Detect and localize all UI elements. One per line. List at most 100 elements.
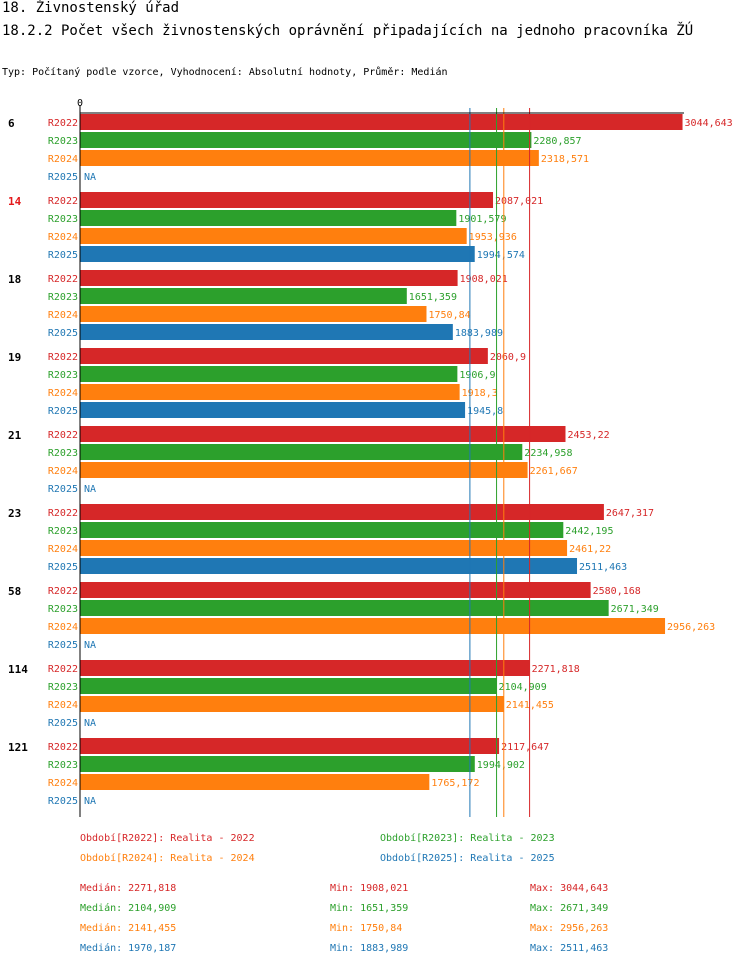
legend-median-R2025: Medián: 1970,187	[80, 943, 177, 954]
na-label: NA	[84, 172, 96, 183]
series-label: R2023	[48, 214, 78, 225]
legend-max-R2025: Max: 2511,463	[530, 943, 609, 954]
series-label: R2024	[48, 466, 78, 477]
bar-R2023	[80, 756, 475, 772]
value-label: 1908,021	[460, 274, 508, 285]
group-label: 114	[8, 663, 28, 676]
series-label: R2024	[48, 310, 78, 321]
series-label: R2024	[48, 622, 78, 633]
value-label: 2647,317	[606, 508, 654, 519]
bar-R2025	[80, 324, 453, 340]
bar-R2024	[80, 228, 467, 244]
legend-median-R2023: Medián: 2104,909	[80, 903, 177, 914]
series-label: R2023	[48, 292, 78, 303]
legend-min-R2023: Min: 1651,359	[330, 903, 409, 914]
series-label: R2025	[48, 406, 78, 417]
group-label: 58	[8, 585, 21, 598]
bar-R2022	[80, 504, 604, 520]
value-label: 2461,22	[569, 544, 611, 555]
value-label: 1918,3	[462, 388, 498, 399]
series-label: R2025	[48, 172, 78, 183]
series-label: R2023	[48, 136, 78, 147]
legend-period-R2023: Období[R2023]: Realita - 2023	[380, 833, 555, 844]
series-label: R2024	[48, 544, 78, 555]
series-label: R2023	[48, 370, 78, 381]
value-label: 2117,647	[501, 742, 549, 753]
bar-R2025	[80, 246, 475, 262]
value-label: 1883,989	[455, 328, 503, 339]
series-label: R2022	[48, 196, 78, 207]
group-label: 19	[8, 351, 21, 364]
value-label: 1765,172	[431, 778, 479, 789]
x-tick-label: 0	[77, 98, 83, 109]
bar-R2024	[80, 540, 568, 556]
value-label: 2442,195	[565, 526, 613, 537]
series-label: R2024	[48, 232, 78, 243]
chart-type-line: Typ: Počítaný podle vzorce, Vyhodnocení:…	[2, 67, 448, 78]
bar-R2022	[80, 348, 488, 364]
na-label: NA	[84, 484, 96, 495]
value-label: 1994,574	[477, 250, 525, 261]
bar-R2022	[80, 660, 530, 676]
bar-R2024	[80, 774, 430, 790]
series-label: R2022	[48, 274, 78, 285]
group-label: 14	[8, 195, 22, 208]
legend-min-R2025: Min: 1883,989	[330, 943, 409, 954]
value-label: 2511,463	[579, 562, 627, 573]
value-label: 2318,571	[541, 154, 589, 165]
bar-chart: 0 6 R2022 3044,643 R2023 2280,857 R2024 2318,57…	[8, 98, 733, 817]
group-label: 121	[8, 741, 28, 754]
value-label: 1651,359	[409, 292, 457, 303]
value-label: 2280,857	[533, 136, 581, 147]
na-label: NA	[84, 718, 96, 729]
legend-min-R2024: Min: 1750,84	[330, 923, 403, 934]
value-label: 1945,8	[467, 406, 503, 417]
series-label: R2025	[48, 640, 78, 651]
bar-R2025	[80, 558, 578, 574]
series-label: R2025	[48, 718, 78, 729]
legend-max-R2024: Max: 2956,263	[530, 923, 609, 934]
series-label: R2025	[48, 796, 78, 807]
series-label: R2023	[48, 448, 78, 459]
value-label: 1901,579	[458, 214, 506, 225]
series-label: R2022	[48, 430, 78, 441]
bar-R2024	[80, 306, 427, 322]
na-label: NA	[84, 796, 96, 807]
series-label: R2025	[48, 484, 78, 495]
series-label: R2025	[48, 250, 78, 261]
bar-R2023	[80, 678, 497, 694]
value-label: 2956,263	[667, 622, 715, 633]
bar-R2024	[80, 696, 504, 712]
series-label: R2025	[48, 328, 78, 339]
bar-R2022	[80, 426, 566, 442]
series-label: R2022	[48, 352, 78, 363]
series-label: R2022	[48, 664, 78, 675]
legend-period-R2024: Období[R2024]: Realita - 2024	[80, 853, 255, 864]
value-label: 2104,909	[499, 682, 547, 693]
series-label: R2023	[48, 682, 78, 693]
value-label: 2261,667	[530, 466, 578, 477]
series-label: R2023	[48, 760, 78, 771]
bar-R2023	[80, 522, 564, 538]
legend-median-R2024: Medián: 2141,455	[80, 923, 177, 934]
value-label: 2087,021	[495, 196, 543, 207]
page-title: 18. Živnostenský úřad	[2, 0, 180, 16]
series-label: R2024	[48, 700, 78, 711]
bar-R2024	[80, 384, 460, 400]
legend-period-R2022: Období[R2022]: Realita - 2022	[80, 833, 255, 844]
series-label: R2024	[48, 388, 78, 399]
series-label: R2023	[48, 604, 78, 615]
bar-R2022	[80, 738, 500, 754]
bar-R2022	[80, 114, 683, 130]
bar-R2022	[80, 270, 458, 286]
legend-median-R2022: Medián: 2271,818	[80, 883, 177, 894]
bar-R2022	[80, 582, 591, 598]
bar-R2024	[80, 150, 539, 166]
series-label: R2024	[48, 778, 78, 789]
chart-subtitle: 18.2.2 Počet všech živnostenských oprávn…	[2, 23, 694, 39]
bar-R2024	[80, 618, 666, 634]
legend-min-R2022: Min: 1908,021	[330, 883, 409, 894]
value-label: 2060,9	[490, 352, 526, 363]
value-label: 1750,84	[428, 310, 470, 321]
bar-R2023	[80, 210, 457, 226]
